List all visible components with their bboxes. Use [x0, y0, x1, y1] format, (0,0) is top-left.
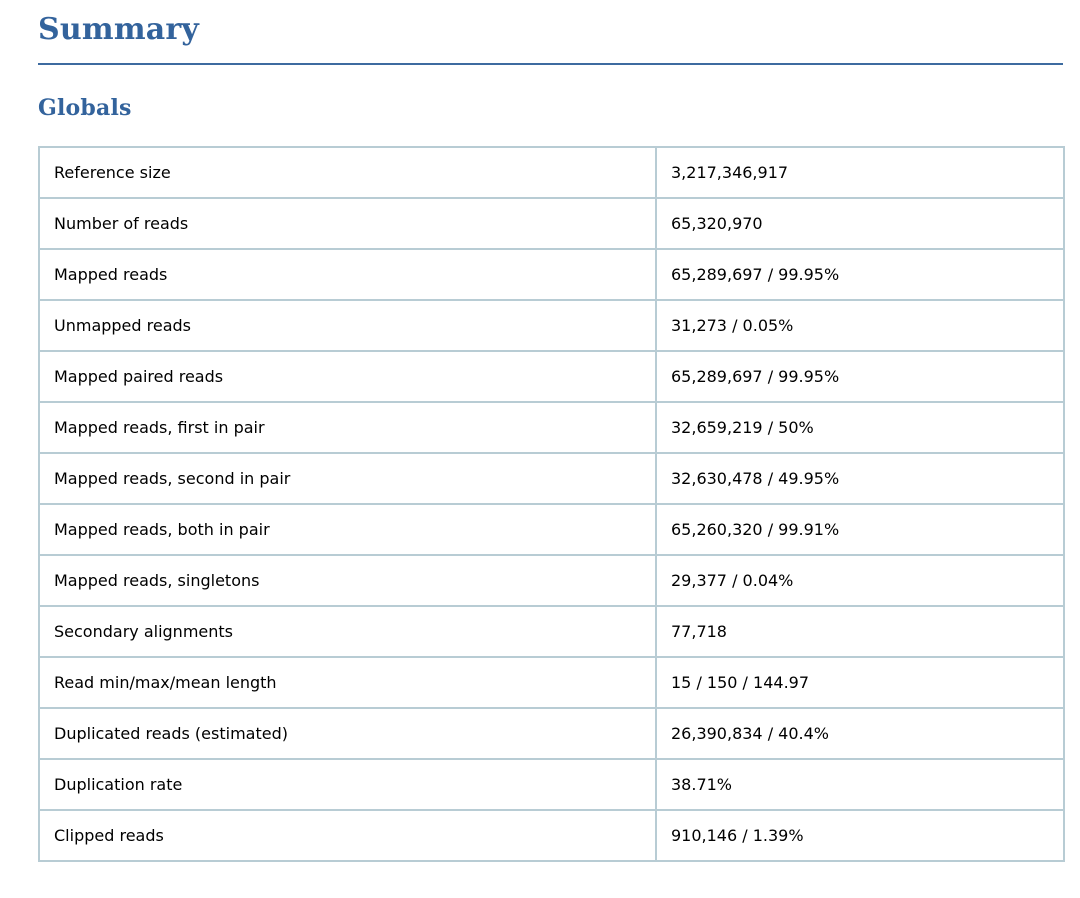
metric-value: 26,390,834 / 40.4% — [655, 707, 1065, 760]
metric-label: Mapped reads — [38, 248, 657, 301]
table-row: Read min/max/mean length 15 / 150 / 144.… — [38, 656, 1065, 709]
metric-label: Number of reads — [38, 197, 657, 250]
metric-value: 32,630,478 / 49.95% — [655, 452, 1065, 505]
metric-label: Mapped reads, singletons — [38, 554, 657, 607]
metric-value: 31,273 / 0.05% — [655, 299, 1065, 352]
metric-label: Mapped paired reads — [38, 350, 657, 403]
table-row: Mapped reads, singletons 29,377 / 0.04% — [38, 554, 1065, 607]
table-row: Duplicated reads (estimated) 26,390,834 … — [38, 707, 1065, 760]
metric-label: Duplication rate — [38, 758, 657, 811]
table-row: Unmapped reads 31,273 / 0.05% — [38, 299, 1065, 352]
metric-value: 65,320,970 — [655, 197, 1065, 250]
metric-value: 65,289,697 / 99.95% — [655, 248, 1065, 301]
metric-value: 15 / 150 / 144.97 — [655, 656, 1065, 709]
metric-label: Unmapped reads — [38, 299, 657, 352]
table-row: Mapped paired reads 65,289,697 / 99.95% — [38, 350, 1065, 403]
metric-label: Mapped reads, first in pair — [38, 401, 657, 454]
table-row: Clipped reads 910,146 / 1.39% — [38, 809, 1065, 862]
table-row: Mapped reads, both in pair 65,260,320 / … — [38, 503, 1065, 556]
metric-label: Clipped reads — [38, 809, 657, 862]
table-row: Reference size 3,217,346,917 — [38, 146, 1065, 199]
table-row: Duplication rate 38.71% — [38, 758, 1065, 811]
table-row: Mapped reads 65,289,697 / 99.95% — [38, 248, 1065, 301]
metric-value: 3,217,346,917 — [655, 146, 1065, 199]
section-heading-globals: Globals — [38, 95, 132, 121]
metric-label: Duplicated reads (estimated) — [38, 707, 657, 760]
metric-value: 38.71% — [655, 758, 1065, 811]
table-row: Mapped reads, second in pair 32,630,478 … — [38, 452, 1065, 505]
metric-value: 29,377 / 0.04% — [655, 554, 1065, 607]
metric-value: 65,289,697 / 99.95% — [655, 350, 1065, 403]
metric-label: Secondary alignments — [38, 605, 657, 658]
metric-label: Reference size — [38, 146, 657, 199]
page-title: Summary — [38, 12, 200, 47]
table-row: Number of reads 65,320,970 — [38, 197, 1065, 250]
globals-summary-table: Reference size 3,217,346,917 Number of r… — [38, 146, 1065, 862]
table-row: Mapped reads, first in pair 32,659,219 /… — [38, 401, 1065, 454]
metric-value: 32,659,219 / 50% — [655, 401, 1065, 454]
table-row: Secondary alignments 77,718 — [38, 605, 1065, 658]
metric-label: Read min/max/mean length — [38, 656, 657, 709]
title-divider — [38, 63, 1063, 65]
metric-label: Mapped reads, both in pair — [38, 503, 657, 556]
metric-label: Mapped reads, second in pair — [38, 452, 657, 505]
metric-value: 77,718 — [655, 605, 1065, 658]
metric-value: 910,146 / 1.39% — [655, 809, 1065, 862]
metric-value: 65,260,320 / 99.91% — [655, 503, 1065, 556]
